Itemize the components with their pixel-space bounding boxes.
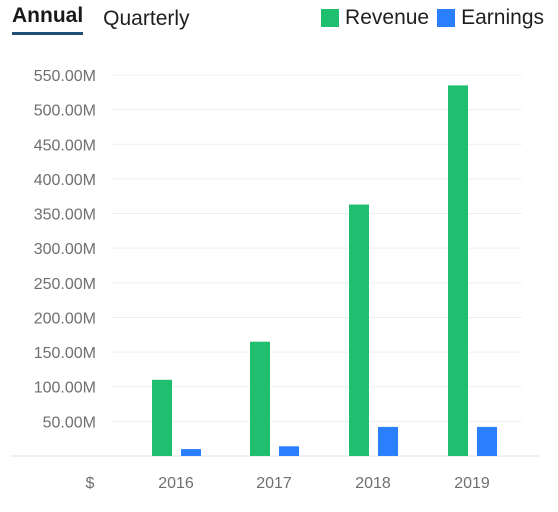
y-tick-label: 50.00M bbox=[43, 414, 96, 431]
legend-earnings[interactable]: Earnings bbox=[437, 6, 544, 30]
legend-revenue[interactable]: Revenue bbox=[321, 6, 429, 30]
x-tick-label: 2018 bbox=[355, 475, 391, 492]
y-tick-label: 250.00M bbox=[34, 276, 96, 293]
y-tick-label: 400.00M bbox=[34, 172, 96, 189]
bar-earnings-2018[interactable] bbox=[378, 426, 398, 456]
y-tick-label: 500.00M bbox=[34, 103, 96, 120]
bar-earnings-2017[interactable] bbox=[279, 446, 299, 456]
y-axis-ticks: 50.00M 100.00M 150.00M 200.00M 250.00M 300.00… bbox=[34, 68, 96, 431]
tab-annual[interactable]: Annual bbox=[12, 4, 84, 35]
y-tick-label: 350.00M bbox=[34, 207, 96, 224]
bar-revenue-2016[interactable] bbox=[152, 379, 172, 456]
tab-quarterly[interactable]: Quarterly bbox=[103, 7, 190, 30]
y-tick-label: 200.00M bbox=[34, 310, 96, 327]
revenue-swatch-icon bbox=[321, 9, 340, 27]
y-tick-label: 150.00M bbox=[34, 345, 96, 362]
bar-earnings-2016[interactable] bbox=[181, 449, 201, 456]
x-tick-label: 2017 bbox=[256, 475, 292, 492]
period-tabs: Annual Quarterly bbox=[12, 4, 210, 35]
x-tick-label: 2016 bbox=[158, 475, 194, 492]
bars bbox=[152, 85, 497, 457]
bar-revenue-2017[interactable] bbox=[250, 341, 270, 456]
legend-earnings-label: Earnings bbox=[461, 6, 544, 29]
y-tick-label: 300.00M bbox=[34, 241, 96, 258]
bar-revenue-2019[interactable] bbox=[448, 85, 468, 457]
legend-revenue-label: Revenue bbox=[345, 6, 430, 29]
x-tick-label: 2019 bbox=[454, 475, 490, 492]
bar-earnings-2019[interactable] bbox=[477, 426, 497, 456]
earnings-swatch-icon bbox=[437, 9, 456, 27]
y-tick-label: 550.00M bbox=[34, 68, 96, 85]
x-axis-ticks: 2016 2017 2018 2019 bbox=[158, 475, 490, 492]
y-tick-label: 450.00M bbox=[34, 137, 96, 154]
bar-revenue-2018[interactable] bbox=[349, 204, 369, 456]
chart-legend: Revenue Earnings bbox=[313, 6, 544, 30]
y-tick-label: 100.00M bbox=[34, 380, 96, 397]
currency-label: $ bbox=[86, 475, 95, 492]
